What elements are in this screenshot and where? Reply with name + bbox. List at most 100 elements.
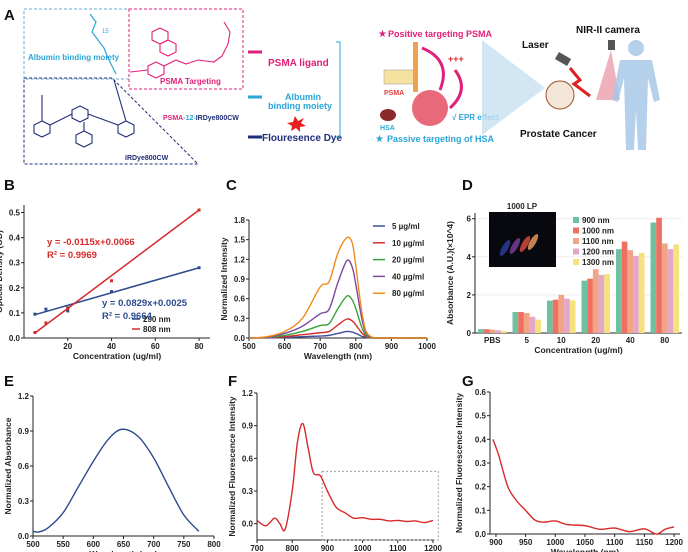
x-tick-label: 600 <box>87 540 101 549</box>
panel-label-c: C <box>226 177 237 194</box>
bar <box>552 299 559 333</box>
y-tick-label: 0.0 <box>9 334 21 343</box>
bracket <box>336 41 341 138</box>
compound-name: PSMA-12-IRDye800CW <box>163 115 239 122</box>
psma-box <box>128 8 244 90</box>
fluorescence-spot <box>499 240 511 256</box>
y-axis-label: Normalized Absorbance <box>3 417 13 514</box>
highlight-box <box>321 470 439 541</box>
passive-targeting-label: Passive targeting of HSA <box>387 134 495 144</box>
legend-swatch <box>573 227 579 234</box>
fluorescence-spot <box>519 236 531 252</box>
x-tick-label: 700 <box>147 540 161 549</box>
x-tick-label: 600 <box>278 342 292 351</box>
legend-label: 290 nm <box>143 315 171 324</box>
legend-label: 808 nm <box>143 325 171 334</box>
subscript-15: 15 <box>102 29 109 35</box>
psma-structure <box>129 21 231 79</box>
charts: 0.00.10.20.30.40.520 40 60 80Concentration … <box>0 202 684 552</box>
y-tick-label: 2 <box>467 291 472 300</box>
series-line <box>256 422 434 532</box>
x-tick-label: 800 <box>349 342 363 351</box>
x-tick-label: 1150 <box>636 538 654 547</box>
irdye-label: IRDye800CW <box>125 155 169 162</box>
chart-f: 0.00.30.60.91.2700800900100011001200Wave… <box>227 389 442 552</box>
y-tick-label: 0.3 <box>242 487 254 496</box>
prostate-cancer-label: Prostate Cancer <box>520 129 597 140</box>
y-tick-label: 0.9 <box>18 427 30 436</box>
bar <box>523 313 530 333</box>
psma-label: PSMA <box>384 90 404 97</box>
legend-label: 1000 nm <box>582 227 614 236</box>
bar <box>633 255 639 333</box>
series-line <box>492 439 675 535</box>
data-point <box>44 321 48 325</box>
x-tick-label: 10 <box>557 336 566 345</box>
y-tick-label: 0.1 <box>475 506 487 515</box>
legend-swatch <box>573 217 579 223</box>
y-tick-label: 0.2 <box>9 284 21 293</box>
membrane <box>383 69 415 85</box>
bar <box>518 312 524 333</box>
hsa-label: HSA <box>380 125 395 132</box>
x-tick-label: 80 <box>195 342 204 351</box>
data-point <box>33 312 37 316</box>
chart-g: 0.0 0.1 0.2 0.3 0.4 0.5 0.6 900 950 1000 1050 1100 1… <box>454 388 684 552</box>
legend-label: 40 µg/ml <box>392 272 424 281</box>
legend-albumin-1: Albumin <box>285 92 321 102</box>
y-tick-label: 1.2 <box>234 255 246 264</box>
bar <box>627 250 634 333</box>
series-line <box>248 295 428 339</box>
y-tick-label: 0.0 <box>475 530 487 539</box>
human-body-icon <box>612 40 660 150</box>
cancer-cell-icon <box>545 80 575 110</box>
panel-label-e: E <box>4 373 14 390</box>
x-axis-label: Wavelength (nm) <box>551 547 619 552</box>
x-tick-label: 1200 <box>424 544 442 552</box>
chart-e: 0.0 0.3 0.6 0.9 1.2 500 550 600 650 700 750 800 Wave… <box>3 392 221 552</box>
legend-swatch <box>573 238 579 244</box>
y-tick-label: 0.6 <box>18 462 30 471</box>
y-tick-label: 0.3 <box>18 497 30 506</box>
albumin-label: Albumin binding moiety <box>28 53 120 62</box>
laser-label: Laser <box>522 40 549 51</box>
bar <box>500 331 507 333</box>
bar <box>529 316 536 333</box>
x-tick-label: 550 <box>56 540 70 549</box>
r-squared: R² = 0.9969 <box>47 250 97 261</box>
bar <box>673 244 679 333</box>
legend-label: 900 nm <box>582 216 610 225</box>
legend-swatch <box>573 248 579 255</box>
y-tick-label: 0.5 <box>475 412 487 421</box>
y-tick-label: 0.0 <box>18 532 30 541</box>
bar <box>512 312 519 333</box>
bar <box>616 249 622 333</box>
bar <box>581 280 588 333</box>
x-tick-label: 1000 <box>354 544 372 552</box>
x-tick-label: 700 <box>314 342 328 351</box>
bar <box>558 294 565 333</box>
x-tick-label: 1050 <box>576 538 594 547</box>
data-point <box>33 330 37 334</box>
bar <box>661 243 668 333</box>
chart-c: 0.0 0.3 0.6 0.9 1.2 1.5 1.8 500 600 700 800 900 1000… <box>219 216 436 361</box>
y-axis-label: Absorbance (A.U.)(×10^4) <box>445 221 455 325</box>
legend-label: 1100 nm <box>582 237 614 246</box>
y-tick-label: 0.0 <box>242 520 254 529</box>
y-tick-label: 0.3 <box>475 459 487 468</box>
hsa-icon <box>380 109 396 121</box>
bar <box>592 269 599 333</box>
inset-title: 1000 LP <box>507 202 538 211</box>
bar <box>621 241 628 333</box>
psma-targeting-label: PSMA Targeting <box>160 77 221 86</box>
y-tick-label: 0 <box>467 329 472 338</box>
panel-label-f: F <box>228 373 237 390</box>
star-icon-blue: ★ <box>375 134 384 145</box>
fluorescence-spot <box>527 234 539 250</box>
x-tick-label: 40 <box>626 336 635 345</box>
x-tick-label: 750 <box>177 540 191 549</box>
x-tick-label: 20 <box>591 336 600 345</box>
bar <box>638 253 645 333</box>
bar <box>604 273 610 333</box>
y-tick-label: 6 <box>467 215 472 224</box>
